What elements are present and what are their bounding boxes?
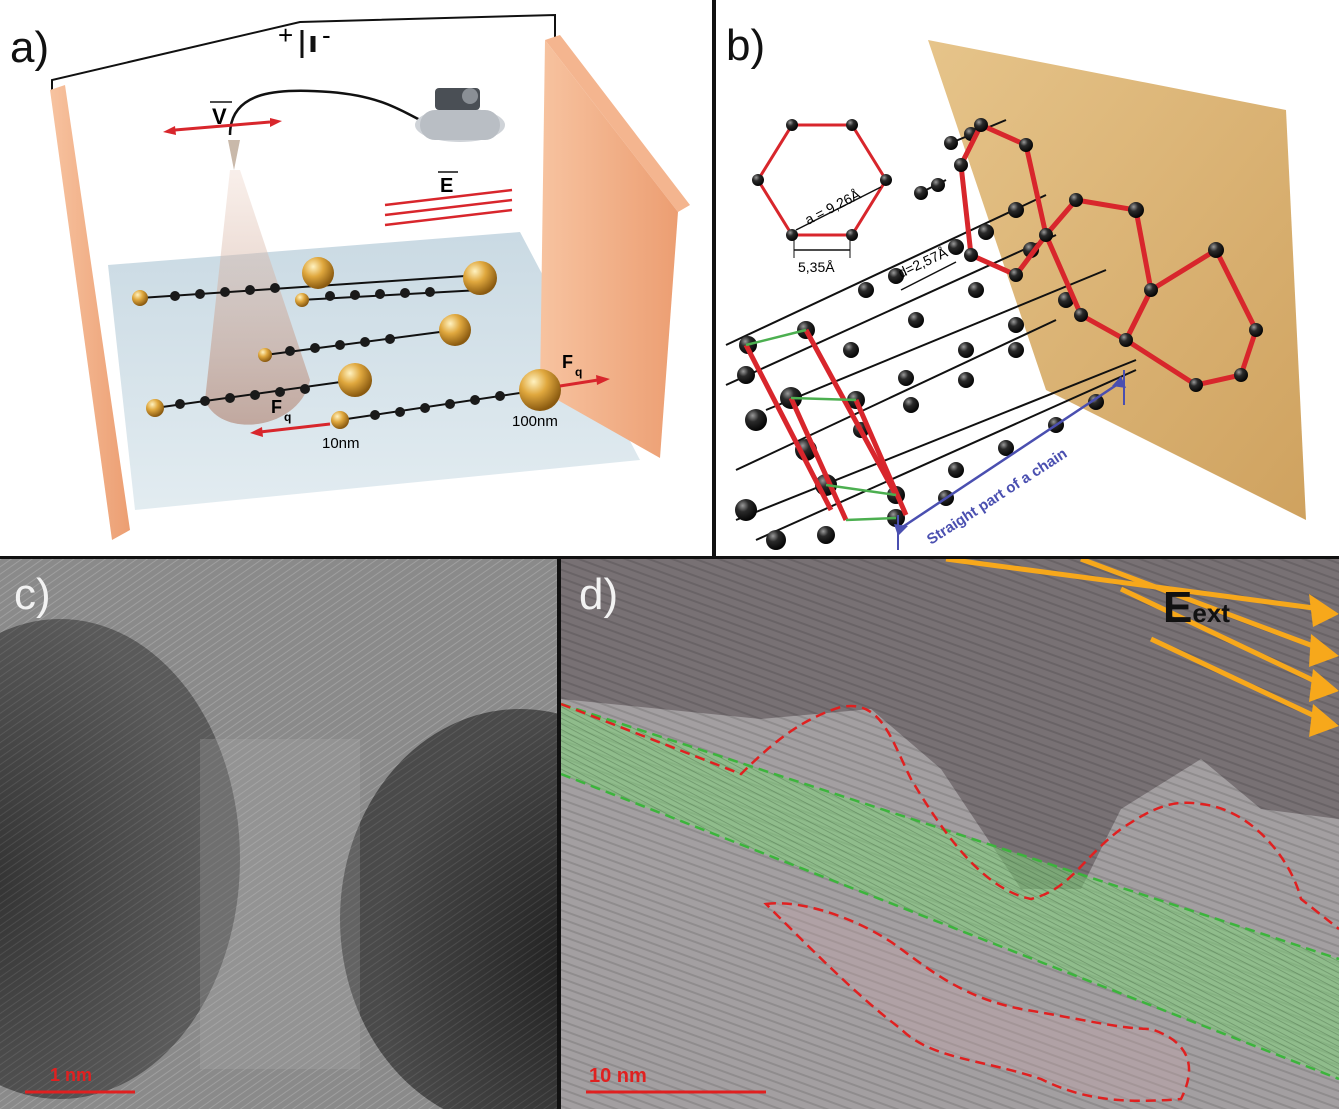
divider-horizontal: [0, 556, 1339, 559]
scale-label-c: 1 nm: [50, 1065, 93, 1085]
force-label-left: F: [271, 397, 282, 417]
force-sub-left: q: [284, 410, 291, 424]
right-electrode-top: [545, 35, 690, 212]
divider-vertical-top: [712, 0, 716, 556]
minus-sign: -: [322, 20, 331, 50]
chain-structure-diagram: a = 9,26Å 5,35Å: [725, 40, 1306, 550]
right-electrode: [540, 40, 678, 458]
setup-diagram: + - V E: [50, 13, 690, 540]
external-field-label: Eext: [1163, 583, 1230, 633]
nozzle: [228, 140, 240, 170]
panel-c: c) 1 nm: [0, 559, 557, 1109]
velocity-arrowhead-left: [163, 126, 176, 135]
velocity-arrow: [174, 120, 271, 132]
force-arrowhead-left: [250, 427, 263, 437]
straight-part-arrow: [897, 380, 1122, 532]
spacing-marker: [900, 261, 957, 291]
left-electrode: [50, 85, 130, 540]
bridge-region: [200, 739, 360, 1069]
force-sub-right: q: [575, 365, 582, 379]
field-label: E: [440, 175, 453, 197]
region-outline-top: [561, 702, 1339, 930]
chain-atoms: [735, 127, 1104, 550]
compressor-icon: [415, 88, 505, 142]
band-edge-bottom: [561, 772, 1339, 1081]
spacing-label: d=2,57Å: [896, 244, 951, 281]
velocity-arrowhead-right: [270, 118, 282, 127]
force-arrow-right: [559, 378, 599, 388]
field-arrows: [384, 188, 513, 227]
panel-a-letter: a): [10, 23, 50, 72]
external-field-sub: ext: [1192, 598, 1230, 628]
force-arrowhead-right: [596, 375, 610, 385]
velocity-label: V: [212, 104, 227, 129]
hexagon-atoms: [954, 118, 1263, 392]
panel-a: + - V E: [0, 0, 712, 556]
region-outline-bottom: [763, 902, 1191, 1103]
circuit-wire: [51, 13, 556, 90]
nanoparticle-chains: [132, 257, 561, 429]
hexagon-side-label: 5,35Å: [798, 259, 835, 275]
panel-d: d) Eext 10 nm: [561, 559, 1339, 1109]
straight-arrowhead-right: [1112, 376, 1126, 388]
straight-arrowhead-left: [894, 524, 908, 536]
panel-b-letter: b): [726, 21, 766, 70]
hexagon-inset: [752, 119, 892, 258]
lattice-constant-label: a = 9,26Å: [802, 186, 864, 228]
force-arrow-left: [259, 422, 331, 434]
panel-b: a = 9,26Å 5,35Å: [716, 0, 1339, 556]
carbyne-chains: [725, 119, 1137, 541]
cross-section-plane: [928, 40, 1306, 520]
divider-vertical-bottom: [557, 559, 561, 1109]
gas-beam: [205, 170, 310, 425]
small-particle-size: 10nm: [322, 435, 360, 452]
tem-image-c: [0, 559, 557, 1109]
band-edge-top: [561, 702, 1339, 961]
force-label-right: F: [562, 352, 573, 372]
panel-d-letter: d): [579, 570, 619, 619]
scale-label-d: 10 nm: [589, 1065, 647, 1087]
external-field-main: E: [1163, 583, 1193, 632]
panel-c-letter: c): [14, 570, 51, 619]
interchain-links: [745, 328, 897, 522]
external-field-arrows: [945, 559, 1323, 722]
gas-hose: [228, 89, 421, 136]
plus-sign: +: [278, 20, 293, 50]
external-field-arrowheads: [1309, 594, 1339, 737]
tem-image-d: [561, 559, 1339, 1109]
large-particle-size: 100nm: [512, 413, 558, 430]
